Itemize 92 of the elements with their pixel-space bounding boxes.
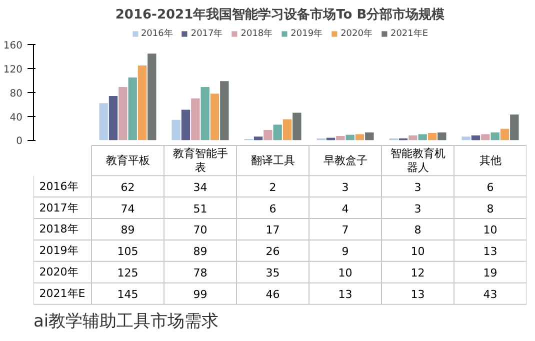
bar	[210, 94, 220, 140]
data-label: 46	[266, 288, 280, 302]
data-label: 9	[342, 245, 349, 258]
data-label: 145	[117, 288, 138, 302]
data-label: 78	[193, 266, 208, 280]
data-label: 125	[117, 266, 138, 280]
bar	[346, 134, 354, 140]
bar	[200, 87, 210, 140]
data-label: 89	[193, 245, 208, 258]
bar	[273, 124, 282, 140]
data-label: 13	[410, 288, 425, 302]
data-label: 8	[486, 202, 494, 216]
bar	[418, 134, 427, 140]
data-label: 7	[342, 224, 349, 237]
text: 2021年E	[39, 287, 86, 300]
bar	[462, 136, 470, 140]
bar	[471, 135, 480, 140]
text: 2020年	[39, 266, 78, 279]
data-label: 10	[338, 266, 352, 280]
data-label: 6	[486, 180, 494, 194]
data-label: 70	[193, 224, 208, 237]
bar	[282, 119, 292, 140]
bar	[181, 110, 190, 140]
bar	[490, 132, 500, 140]
data-label: 19	[483, 266, 498, 280]
data-label: 43	[483, 288, 498, 302]
data-label: 17	[266, 224, 280, 237]
data-label: 13	[338, 288, 352, 302]
data-label: 6	[269, 202, 276, 216]
bar	[336, 136, 345, 140]
x-tick-label: 其他	[479, 154, 502, 168]
text: 2018年	[39, 222, 78, 236]
data-label: 3	[342, 180, 349, 194]
bar	[428, 132, 437, 140]
data-label: 99	[193, 288, 208, 302]
data-label: 10	[483, 224, 498, 237]
y-tick-label: 160	[3, 40, 23, 52]
text: 2016年	[39, 180, 78, 193]
data-label: 89	[120, 224, 135, 237]
x-tick-label: 翻译工具	[250, 154, 295, 168]
bar	[191, 98, 200, 140]
legend-label: 2020年	[340, 28, 372, 40]
legend-label: 2021年E	[390, 28, 428, 40]
data-label: 2	[269, 180, 276, 194]
text: 2019年	[39, 244, 78, 258]
legend-label: 2019年	[290, 28, 323, 40]
chart-title: 2016-2021年我国智能学习设备市场To B分部市场规模	[115, 6, 445, 22]
text: 2017年	[39, 201, 78, 214]
data-label: 3	[414, 180, 422, 194]
bar	[220, 81, 229, 140]
x-tick-label: 智能教育机器人	[390, 146, 446, 174]
y-tick-label: 40	[10, 112, 23, 124]
bar	[438, 132, 446, 140]
data-label: 74	[120, 202, 135, 216]
data-label: 12	[410, 266, 425, 280]
text: ai教学辅助工具市场需求	[34, 311, 219, 332]
bar	[355, 134, 364, 140]
data-label: 13	[483, 245, 498, 258]
bar	[148, 54, 156, 140]
legend-label: 2017年	[190, 28, 223, 40]
legend-label: 2016年	[140, 28, 173, 40]
bar	[118, 87, 128, 140]
bar	[128, 77, 137, 140]
x-tick-label: 教育智能手表	[172, 146, 228, 174]
bar	[138, 66, 147, 140]
bar	[254, 136, 263, 140]
bar	[408, 135, 418, 140]
bar	[264, 130, 272, 140]
bar	[292, 112, 302, 140]
bar	[500, 128, 510, 140]
x-tick-label: 教育平板	[106, 154, 150, 168]
data-label: 4	[342, 202, 349, 216]
legend-label: 2018年	[240, 28, 273, 40]
data-label: 62	[120, 180, 135, 194]
y-tick-label: 0	[16, 136, 23, 148]
data-label: 35	[266, 266, 280, 280]
bar	[99, 103, 108, 140]
x-tick-label: 早教盒子	[323, 154, 368, 168]
data-label: 8	[414, 224, 422, 237]
bar	[172, 120, 180, 140]
y-tick-label: 80	[10, 88, 23, 100]
bar	[510, 114, 519, 140]
bar	[481, 134, 490, 140]
bar	[108, 96, 118, 140]
data-label: 105	[117, 245, 138, 258]
bar	[365, 132, 374, 140]
y-tick-label: 120	[3, 64, 23, 76]
data-label: 51	[193, 202, 208, 216]
data-label: 34	[193, 180, 208, 194]
data-label: 26	[266, 245, 280, 258]
data-label: 10	[410, 245, 425, 258]
data-label: 3	[414, 202, 422, 216]
